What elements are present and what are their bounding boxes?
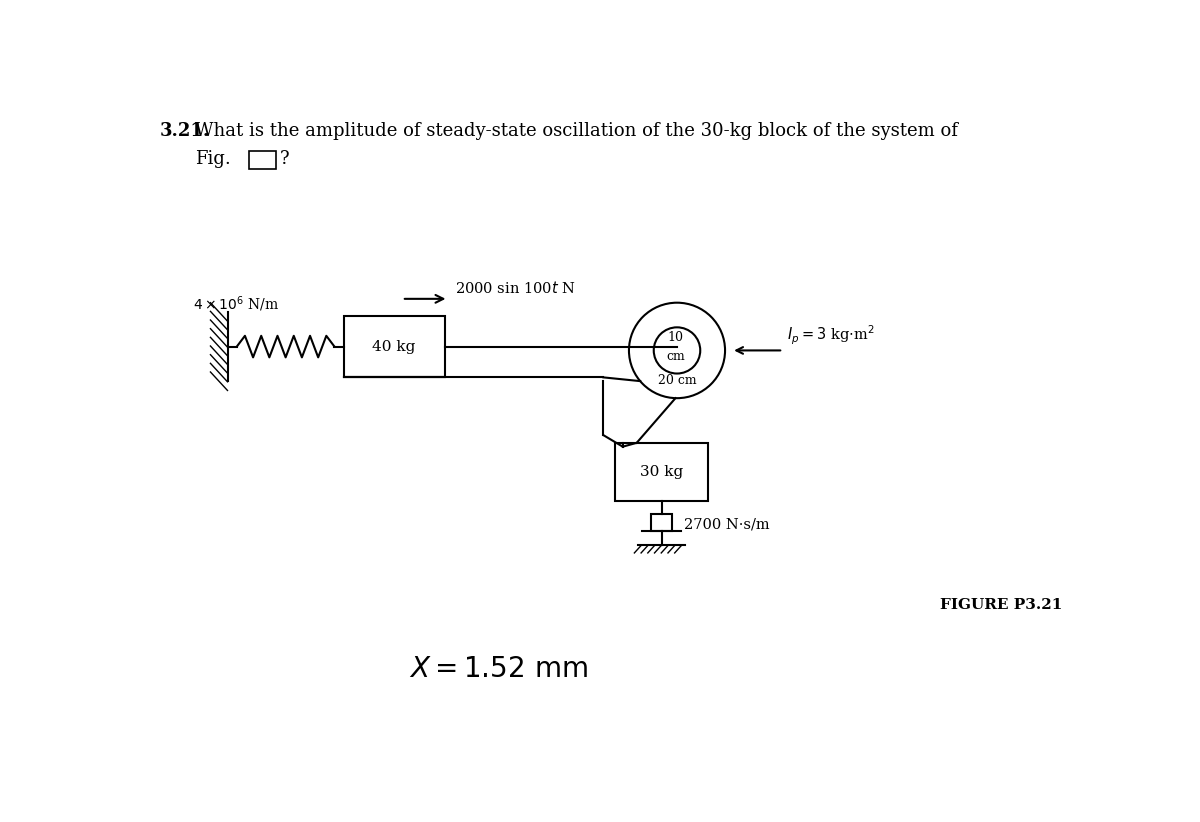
Text: cm: cm <box>666 350 685 363</box>
Text: ?: ? <box>280 150 289 169</box>
Text: Fig.: Fig. <box>194 150 230 169</box>
Bar <box>250 151 276 169</box>
Text: 2000 sin 100$t$ N: 2000 sin 100$t$ N <box>455 279 575 296</box>
Text: 20 cm: 20 cm <box>658 374 696 387</box>
Text: 3.21.: 3.21. <box>160 122 210 140</box>
Bar <box>652 515 672 531</box>
Text: $4 \times 10^6$ N/m: $4 \times 10^6$ N/m <box>193 294 278 314</box>
Text: 2700 N·s/m: 2700 N·s/m <box>684 518 769 532</box>
Bar <box>343 316 444 377</box>
Bar <box>616 443 708 501</box>
Text: 40 kg: 40 kg <box>372 339 416 353</box>
Text: $X = 1.52\ \mathrm{mm}$: $X = 1.52\ \mathrm{mm}$ <box>409 657 588 683</box>
Text: FIGURE P3.21: FIGURE P3.21 <box>941 598 1063 612</box>
Text: 30 kg: 30 kg <box>640 464 683 478</box>
Text: $I_p = 3$ kg$\cdot$m$^2$: $I_p = 3$ kg$\cdot$m$^2$ <box>787 324 875 348</box>
Text: What is the amplitude of steady-state oscillation of the 30-kg block of the syst: What is the amplitude of steady-state os… <box>194 122 958 140</box>
Text: 10: 10 <box>667 331 684 344</box>
